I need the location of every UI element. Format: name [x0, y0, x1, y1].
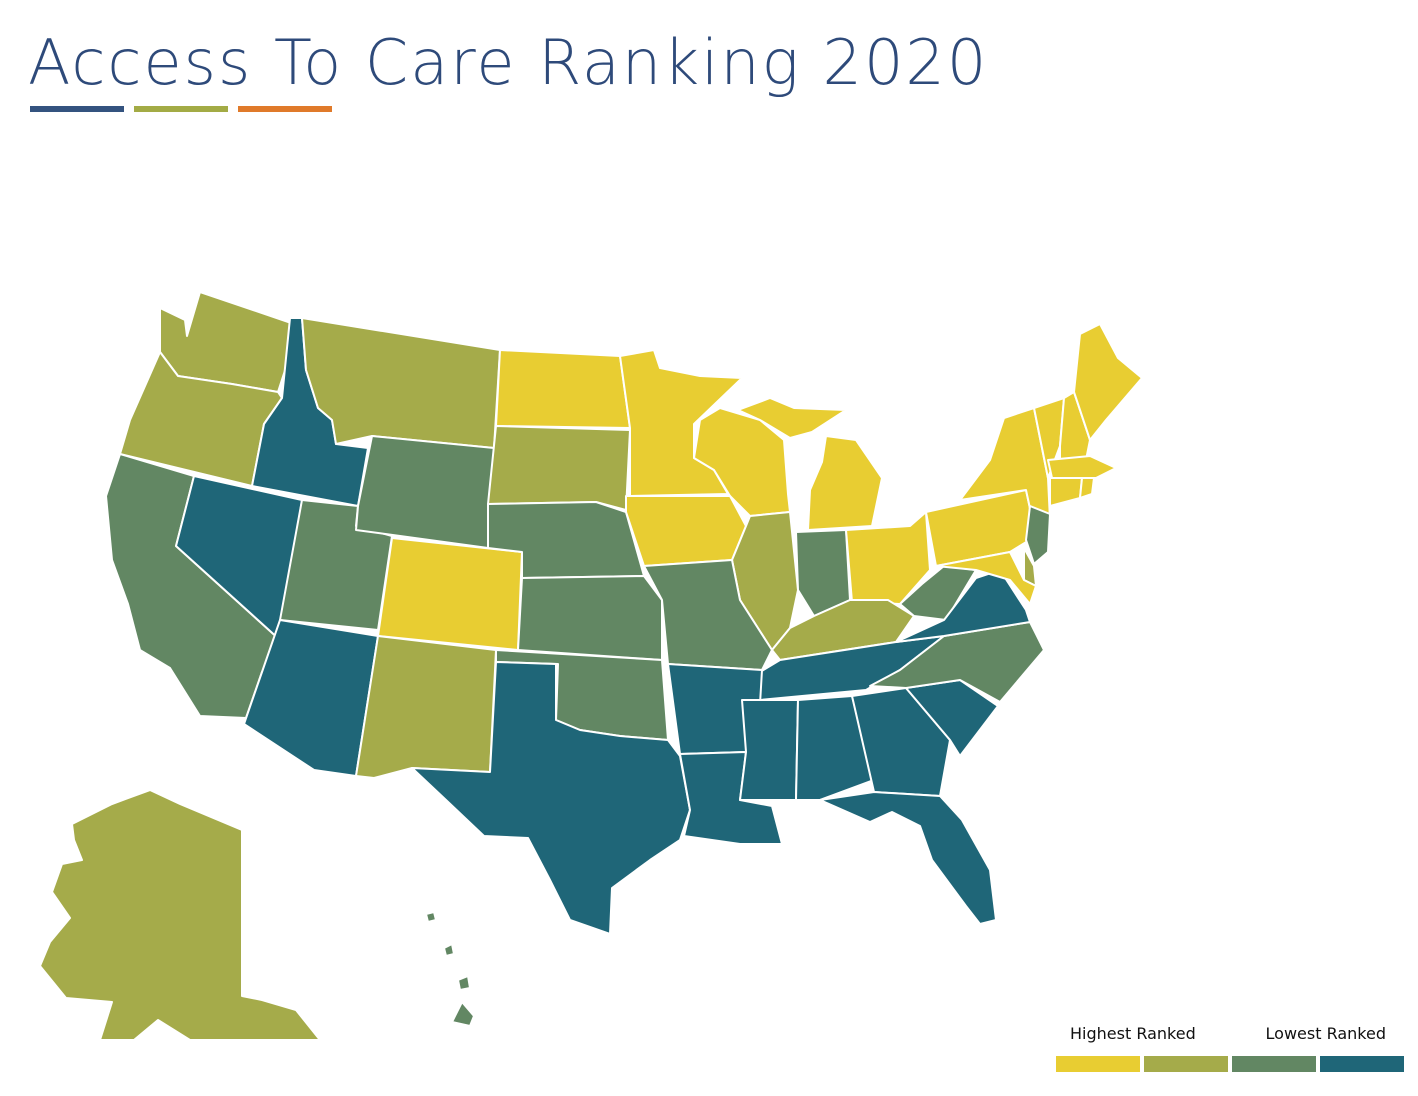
state-virginia[interactable] [895, 569, 1031, 643]
state-connecticut[interactable] [1049, 477, 1083, 507]
state-kansas[interactable] [517, 575, 663, 661]
state-alabama[interactable] [795, 695, 875, 801]
state-michigan[interactable] [807, 435, 883, 531]
state-mississippi[interactable] [739, 699, 799, 801]
state-alaska[interactable] [39, 789, 321, 1041]
legend: Highest Ranked Lowest Ranked [1056, 1024, 1404, 1072]
title-underline [30, 106, 332, 112]
underline-bar-orange [238, 106, 332, 112]
legend-color-scale [1056, 1056, 1404, 1072]
state-florida[interactable] [819, 791, 997, 925]
state-rhode-island[interactable] [1079, 477, 1095, 499]
state-michigan-upper[interactable] [737, 397, 847, 439]
state-pennsylvania[interactable] [925, 489, 1037, 567]
state-hawaii-maui[interactable] [457, 975, 471, 991]
legend-high-label: Highest Ranked [1070, 1024, 1196, 1043]
state-iowa[interactable] [625, 495, 747, 567]
state-maryland[interactable] [935, 551, 1037, 605]
state-minnesota[interactable] [619, 349, 743, 497]
legend-labels: Highest Ranked Lowest Ranked [1056, 1024, 1404, 1046]
state-north-carolina[interactable] [869, 621, 1045, 703]
page-title: Access To Care Ranking 2020 [28, 26, 989, 99]
state-maine[interactable] [1073, 323, 1143, 441]
legend-swatch-tier4 [1320, 1056, 1404, 1072]
state-wyoming[interactable] [355, 435, 495, 549]
legend-swatch-tier1 [1056, 1056, 1140, 1072]
state-colorado[interactable] [377, 537, 523, 651]
legend-swatch-tier3 [1232, 1056, 1316, 1072]
state-hawaii-kauai[interactable] [425, 911, 437, 923]
underline-bar-blue [30, 106, 124, 112]
state-new-jersey[interactable] [1025, 505, 1051, 565]
state-hawaii-big-island[interactable] [451, 1001, 475, 1027]
legend-swatch-tier2 [1144, 1056, 1228, 1072]
state-georgia[interactable] [851, 687, 951, 797]
state-hawaii-oahu[interactable] [443, 943, 455, 957]
state-north-dakota[interactable] [495, 349, 631, 429]
state-south-dakota[interactable] [487, 425, 631, 511]
state-missouri[interactable] [643, 559, 773, 671]
state-texas[interactable] [411, 661, 691, 935]
legend-low-label: Lowest Ranked [1265, 1024, 1386, 1043]
state-new-mexico[interactable] [355, 635, 497, 779]
underline-bar-green [134, 106, 228, 112]
state-massachusetts[interactable] [1047, 455, 1117, 479]
